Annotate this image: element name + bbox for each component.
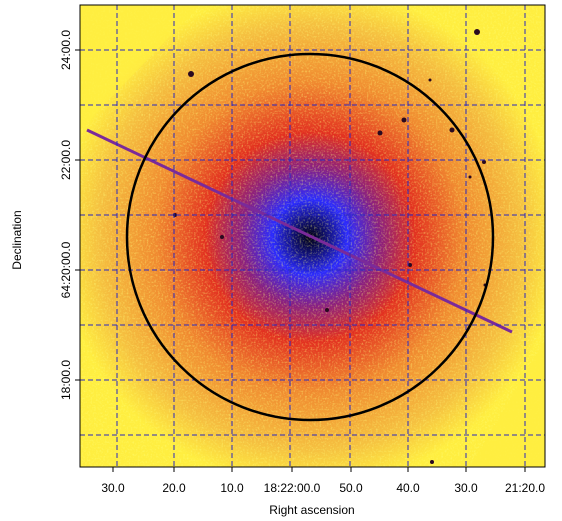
x-tick-label: 30.0 [454,481,478,495]
y-axis-label: Declination [10,210,24,269]
x-axis-label: Right ascension [269,503,354,517]
region-circle [125,52,495,422]
y-tick-label: 22:00.0 [59,140,73,180]
x-tick-label: 50.0 [339,481,363,495]
y-tick-label: 64:20:00.0 [59,241,73,298]
image [80,5,545,467]
y-tick-label: 24:00.0 [59,30,73,70]
x-tick-label: 10.0 [220,481,244,495]
x-tick-label: 30.0 [101,481,125,495]
x-tick-label: 40.0 [396,481,420,495]
frame [79,4,546,468]
x-tick-label: 20.0 [162,481,186,495]
x-tick-label: 21:20.0 [505,481,545,495]
grid [80,5,545,467]
y-tick-label: 18:00.0 [59,360,73,400]
x-tick-label: 18:22:00.0 [264,481,321,495]
